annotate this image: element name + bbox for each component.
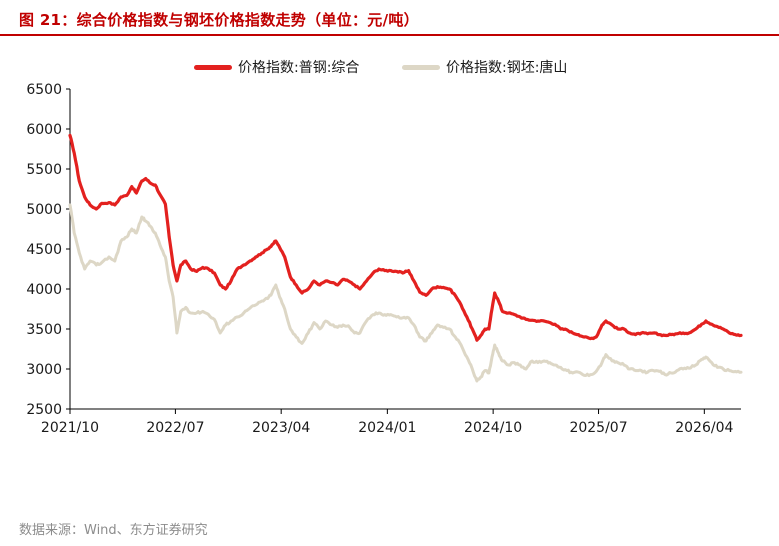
legend-item-composite: 价格指数:普钢:综合	[194, 55, 359, 79]
y-tick-label: 3000	[26, 362, 62, 378]
x-tick-label: 2023/04	[252, 420, 310, 436]
x-tick-label: 2024/01	[358, 420, 416, 436]
legend-label-composite: 价格指数:普钢:综合	[238, 60, 360, 76]
legend-swatch-composite	[194, 64, 232, 70]
x-tick-label: 2024/10	[464, 420, 522, 436]
legend-label-billet: 价格指数:钢坯:唐山	[446, 60, 568, 76]
x-tick-label: 2022/07	[146, 420, 204, 436]
y-tick-label: 2500	[26, 402, 62, 418]
legend: 价格指数:普钢:综合 价格指数:钢坯:唐山	[0, 55, 779, 79]
x-tick-label: 2021/10	[41, 420, 99, 436]
y-tick-label: 5000	[26, 202, 62, 218]
y-tick-label: 4000	[26, 282, 62, 298]
x-tick-label: 2026/04	[675, 420, 733, 436]
legend-item-billet: 价格指数:钢坯:唐山	[402, 55, 567, 79]
y-tick-label: 5500	[26, 162, 62, 178]
y-tick-label: 6000	[26, 122, 62, 138]
series-line-billet	[68, 203, 743, 383]
x-tick-label: 2025/07	[569, 420, 627, 436]
source-note: 数据来源：Wind、东方证券研究	[19, 523, 208, 538]
y-tick-label: 6500	[26, 82, 62, 98]
y-tick-label: 4500	[26, 242, 62, 258]
chart-title: 图 21：综合价格指数与钢坯价格指数走势（单位：元/吨）	[19, 11, 419, 29]
series-line-composite	[68, 133, 743, 342]
title-bar: 图 21：综合价格指数与钢坯价格指数走势（单位：元/吨）	[0, 0, 779, 36]
legend-swatch-billet	[402, 64, 440, 70]
y-tick-label: 3500	[26, 322, 62, 338]
